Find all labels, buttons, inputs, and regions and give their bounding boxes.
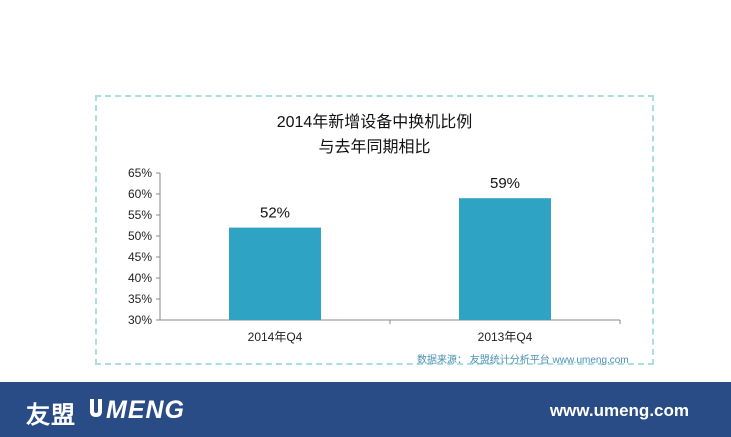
chart-subtitle: 与去年同期相比 xyxy=(318,139,431,156)
y-tick-label: 65% xyxy=(128,166,152,180)
y-tick-label: 60% xyxy=(128,187,152,201)
umeng-u-logo-icon xyxy=(90,399,102,417)
y-tick-label: 50% xyxy=(128,229,152,243)
chart-title: 2014年新增设备中换机比例 xyxy=(276,114,473,131)
data-label: 59% xyxy=(490,175,520,192)
bar xyxy=(459,198,551,320)
x-tick-label: 2013年Q4 xyxy=(478,330,533,344)
footer-bar: 友盟 MENG www.umeng.com xyxy=(0,382,731,437)
y-tick-label: 40% xyxy=(128,271,152,285)
chart-frame xyxy=(95,95,654,365)
y-tick-label: 35% xyxy=(128,292,152,306)
y-tick-label: 55% xyxy=(128,208,152,222)
y-tick-label: 30% xyxy=(128,313,152,327)
x-tick-label: 2014年Q4 xyxy=(248,330,303,344)
label-layer: 2014年Q4 52% 2013年Q4 59% xyxy=(248,175,533,344)
umeng-logo-cn: 友盟 xyxy=(26,402,76,429)
axis-layer: 30% 35% 40% 45% 50% 55% 60% 65% xyxy=(128,166,621,327)
footer-website: www.umeng.com xyxy=(549,401,689,420)
bar xyxy=(229,227,321,320)
data-label: 52% xyxy=(260,205,290,222)
umeng-logo-en: MENG xyxy=(106,396,185,424)
data-source-note: 数据来源： 友盟统计分析平台 www.umeng.com xyxy=(417,355,629,366)
y-tick-label: 45% xyxy=(128,250,152,264)
bar-layer xyxy=(229,198,551,320)
